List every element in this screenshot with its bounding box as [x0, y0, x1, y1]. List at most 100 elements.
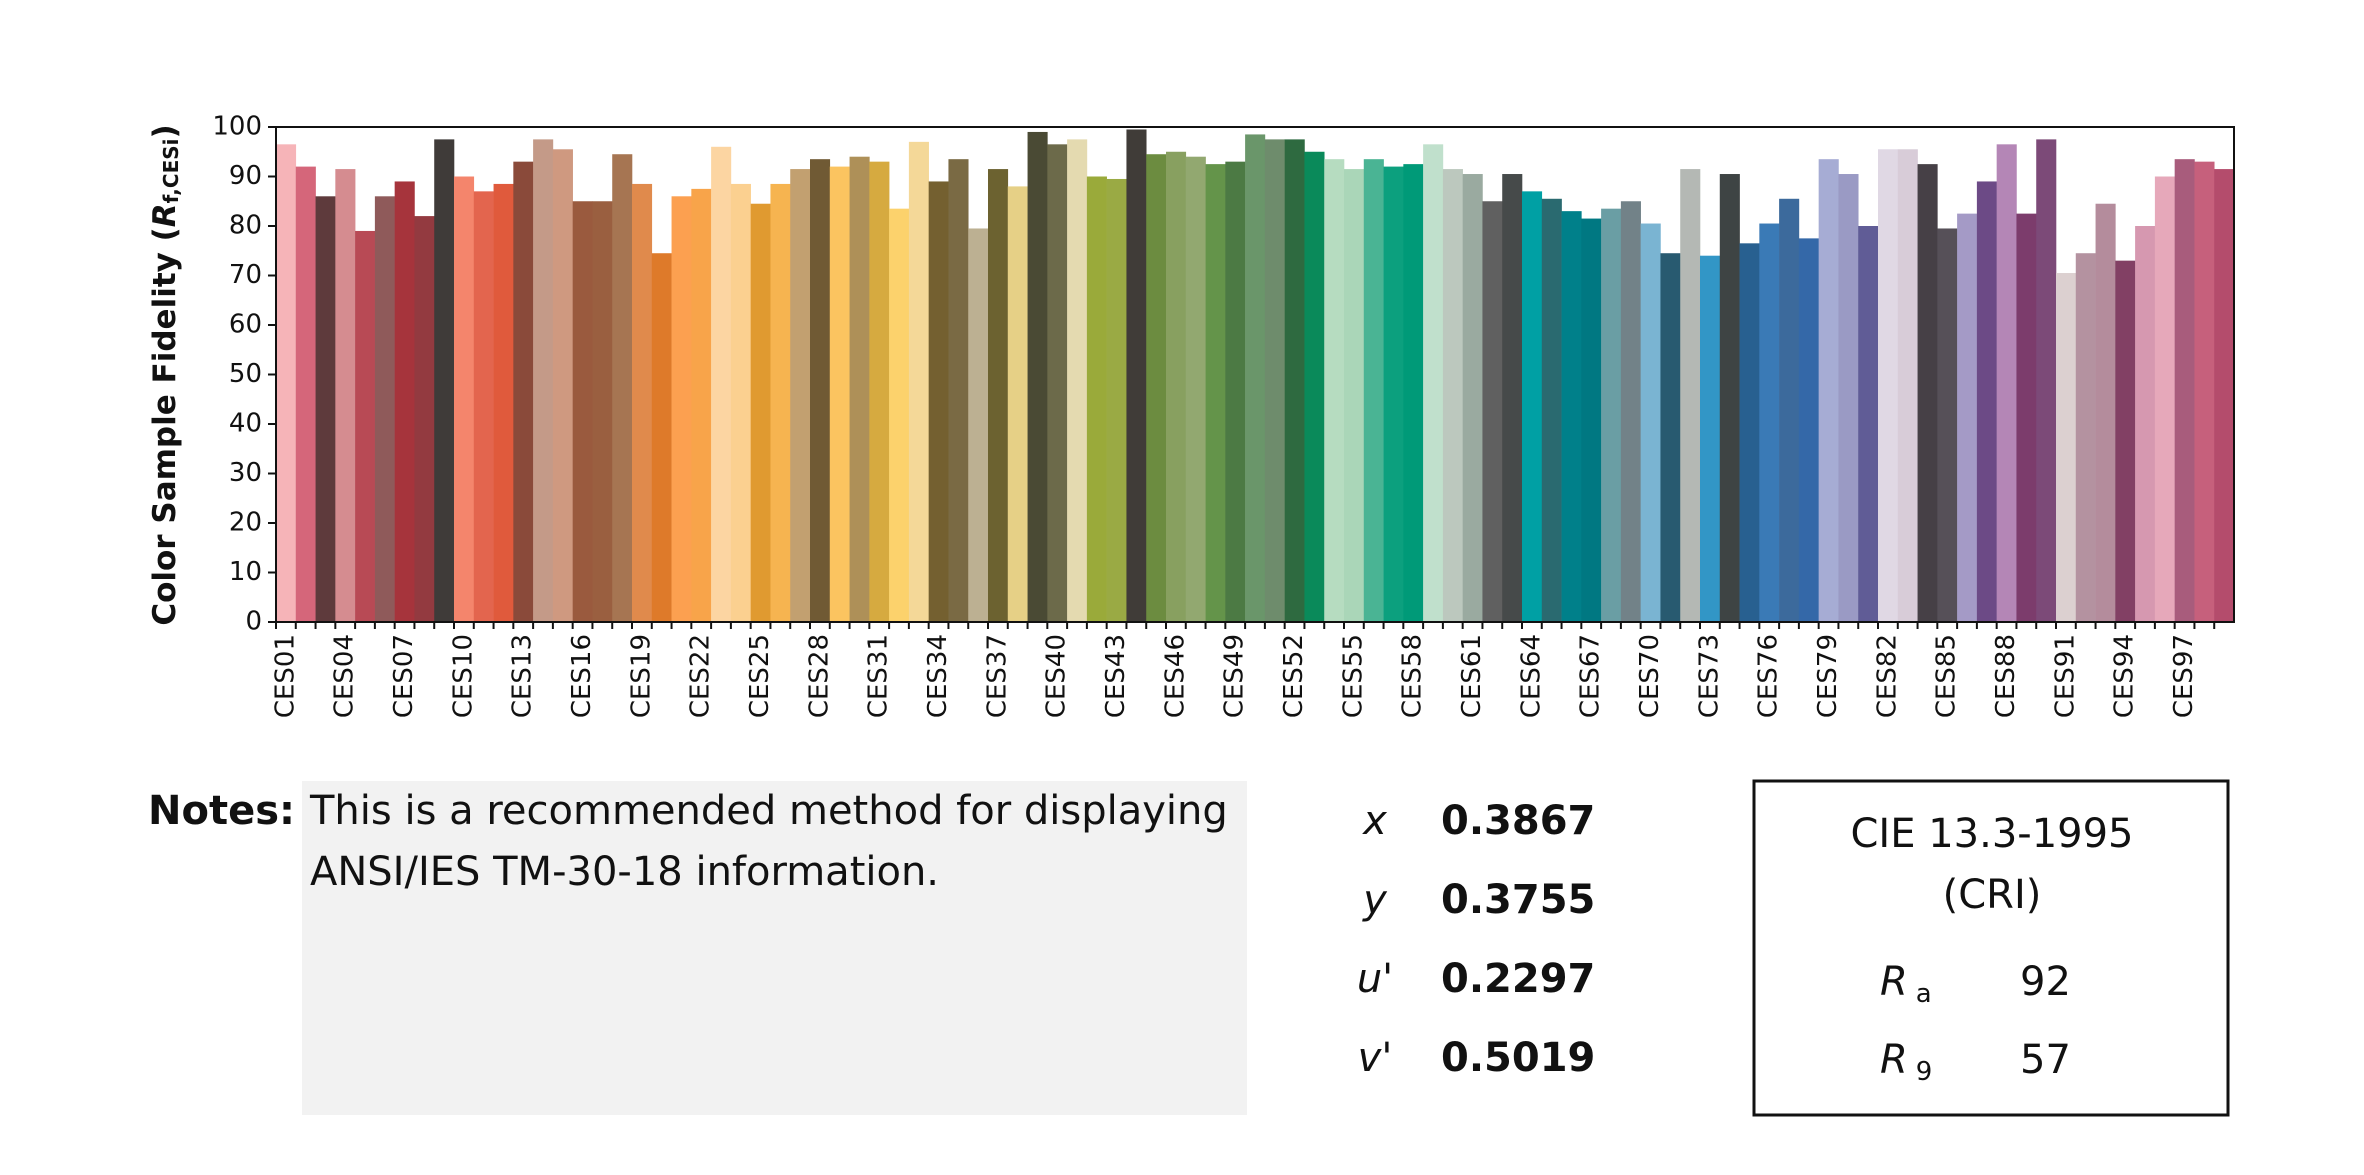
y-tick-label: 10 [229, 557, 262, 587]
y-axis-title-subscript: f,CESi [159, 138, 183, 203]
bar [1620, 201, 1641, 622]
chromaticity-symbol: y [1362, 877, 1388, 923]
bar [1798, 238, 1819, 622]
bar [1502, 174, 1523, 622]
bar [493, 183, 514, 623]
bar [612, 154, 633, 622]
x-tick-label: CES46 [1160, 634, 1190, 718]
y-tick-label: 50 [229, 359, 262, 389]
x-tick-label: CES76 [1754, 634, 1784, 718]
bar [1462, 174, 1483, 622]
x-tick-label: CES52 [1279, 634, 1309, 718]
bar [1067, 139, 1088, 622]
bar [2194, 161, 2215, 622]
x-tick-label: CES97 [2169, 634, 2199, 718]
bar [1225, 161, 1246, 622]
bar [1878, 149, 1899, 622]
x-tick-label: CES22 [686, 634, 716, 718]
y-tick-label: 80 [229, 211, 262, 241]
y-tick-label: 30 [229, 458, 262, 488]
bar [1086, 176, 1107, 622]
x-tick-label: CES31 [864, 634, 894, 718]
bar [434, 139, 455, 622]
chromaticity-value: 0.2297 [1441, 956, 1595, 1002]
chromaticity-value: 0.5019 [1441, 1035, 1595, 1081]
chromaticity-value: 0.3755 [1441, 877, 1595, 923]
x-tick-label: CES73 [1694, 634, 1724, 718]
x-tick-label: CES85 [1932, 634, 1962, 718]
bar [1759, 223, 1780, 622]
x-tick-label: CES43 [1101, 634, 1131, 718]
y-tick-label: 20 [229, 508, 262, 538]
notes-box [302, 781, 1247, 1115]
bar [473, 191, 494, 622]
y-tick-label: 70 [229, 260, 262, 290]
bar [1680, 169, 1701, 622]
cri-symbol-r: R [1880, 1037, 1908, 1083]
x-tick-label: CES04 [330, 634, 360, 718]
chromaticity-symbol: x [1361, 798, 1387, 844]
x-tick-label: CES70 [1635, 634, 1665, 718]
bar [1996, 144, 2017, 622]
y-tick-label: 40 [229, 409, 262, 439]
bar [2036, 139, 2057, 622]
cri-subtitle: (CRI) [1943, 872, 2042, 918]
bar [1700, 255, 1721, 622]
bar [295, 166, 316, 622]
x-tick-label: CES55 [1338, 634, 1368, 718]
bar [1957, 213, 1978, 622]
x-tick-label: CES40 [1042, 634, 1072, 718]
bar [1601, 208, 1622, 623]
bar [1205, 164, 1226, 622]
x-tick-label: CES25 [745, 634, 775, 718]
bar [1324, 159, 1345, 623]
bar [1482, 201, 1503, 622]
bar [810, 159, 831, 623]
x-tick-label: CES28 [804, 634, 834, 718]
y-axis-title-text: Color Sample Fidelity ( [147, 227, 183, 626]
bar [632, 183, 653, 623]
bar [1264, 139, 1285, 622]
y-axis-title-symbol: R [147, 203, 183, 227]
bar [1403, 164, 1424, 622]
bar [1818, 159, 1839, 623]
chromaticity-symbol: v' [1358, 1035, 1393, 1081]
bar [1423, 144, 1444, 622]
bar [414, 216, 435, 622]
x-tick-label: CES34 [923, 634, 953, 718]
bar [572, 201, 593, 622]
bar [968, 228, 989, 622]
bar [1976, 181, 1997, 622]
bar [849, 156, 870, 622]
y-tick-label: 100 [212, 112, 262, 142]
bar [1858, 226, 1879, 622]
cri-value: 92 [2020, 959, 2071, 1005]
bar [2075, 253, 2096, 622]
y-tick-label: 60 [229, 310, 262, 340]
bar [1719, 174, 1740, 622]
bar [988, 169, 1009, 622]
bar [2095, 203, 2116, 622]
bar [1126, 129, 1147, 622]
bar [454, 176, 475, 622]
x-tick-label: CES01 [270, 634, 300, 718]
bar [533, 139, 554, 622]
notes-label: Notes: [148, 788, 295, 834]
bar [889, 208, 910, 623]
x-tick-label: CES16 [567, 634, 597, 718]
bar [394, 181, 415, 622]
bar [374, 196, 395, 623]
x-tick-label: CES64 [1516, 634, 1546, 718]
x-tick-label: CES88 [1991, 634, 2021, 718]
bar [691, 188, 712, 622]
bar [2135, 226, 2156, 622]
plot-frame [275, 126, 2235, 623]
chromaticity-symbol: u' [1357, 956, 1393, 1002]
bar [1442, 169, 1463, 622]
bar [1363, 159, 1384, 623]
cri-box [1752, 779, 2230, 1117]
bar [1739, 243, 1760, 622]
